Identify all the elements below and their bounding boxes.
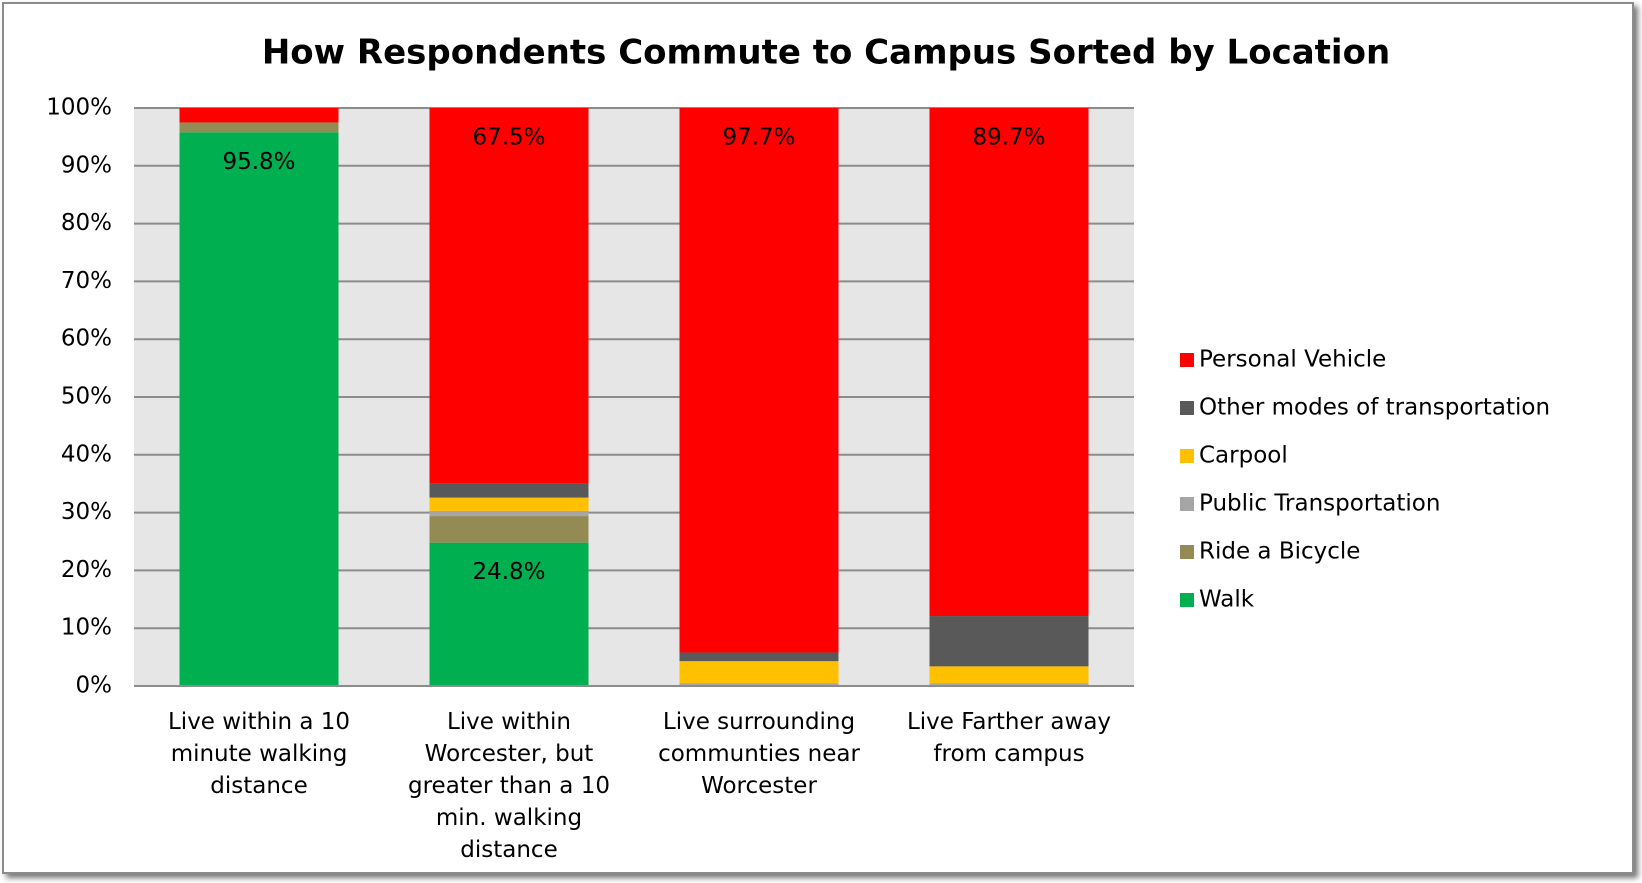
y-tick-label: 100% [46, 95, 112, 121]
x-tick-label: Live within a 10 minute walking distance [168, 709, 350, 799]
x-tick-label: Live Farther away from campus [907, 709, 1111, 767]
bar-segment [429, 542, 589, 686]
bar-segment [679, 108, 839, 653]
legend-swatch [1180, 593, 1194, 607]
bar-segment [679, 683, 839, 686]
legend-label: Carpool [1199, 443, 1288, 469]
chart-title: How Respondents Commute to Campus Sorted… [262, 33, 1390, 73]
bar-segment [929, 683, 1089, 686]
legend-label: Ride a Bicycle [1199, 539, 1360, 565]
bar-segment [929, 108, 1089, 617]
bar-segment [929, 616, 1089, 667]
legend-label: Personal Vehicle [1199, 347, 1386, 373]
bar-segment [179, 108, 339, 123]
y-tick-label: 60% [61, 326, 112, 352]
bar-segment [429, 516, 589, 543]
bar-segment [429, 483, 589, 498]
y-tick-label: 50% [61, 384, 112, 410]
bar-segment [429, 497, 589, 511]
y-tick-label: 20% [61, 557, 112, 583]
bar-segment [679, 661, 839, 684]
y-tick-label: 10% [61, 615, 112, 641]
legend-label: Public Transportation [1199, 491, 1440, 517]
y-tick-label: 40% [61, 441, 112, 467]
bar-segment [679, 652, 839, 662]
data-label: 97.7% [722, 125, 795, 151]
data-label: 89.7% [972, 125, 1045, 151]
y-tick-label: 30% [61, 499, 112, 525]
legend-swatch [1180, 545, 1194, 559]
legend-swatch [1180, 401, 1194, 415]
y-tick-label: 0% [76, 673, 113, 699]
data-label: 24.8% [472, 559, 545, 585]
x-tick-label: Live within Worcester, but greater than a … [408, 709, 610, 863]
y-tick-label: 80% [61, 210, 112, 236]
x-tick-label: Live surrounding communties near Worcester [658, 709, 860, 799]
legend-swatch [1180, 353, 1194, 367]
y-tick-label: 90% [61, 152, 112, 178]
bar-segment [429, 510, 589, 517]
legend-swatch [1180, 449, 1194, 463]
y-tick-label: 70% [61, 268, 112, 294]
bar-segment [929, 666, 1089, 684]
bar-segment [179, 122, 339, 133]
bar-segment [179, 132, 339, 686]
bars [179, 108, 1089, 686]
data-label: 95.8% [222, 149, 295, 175]
bar-segment [429, 108, 589, 484]
legend-label: Other modes of transportation [1199, 395, 1550, 421]
data-label: 67.5% [472, 125, 545, 151]
legend-swatch [1180, 497, 1194, 511]
legend-label: Walk [1199, 587, 1255, 613]
